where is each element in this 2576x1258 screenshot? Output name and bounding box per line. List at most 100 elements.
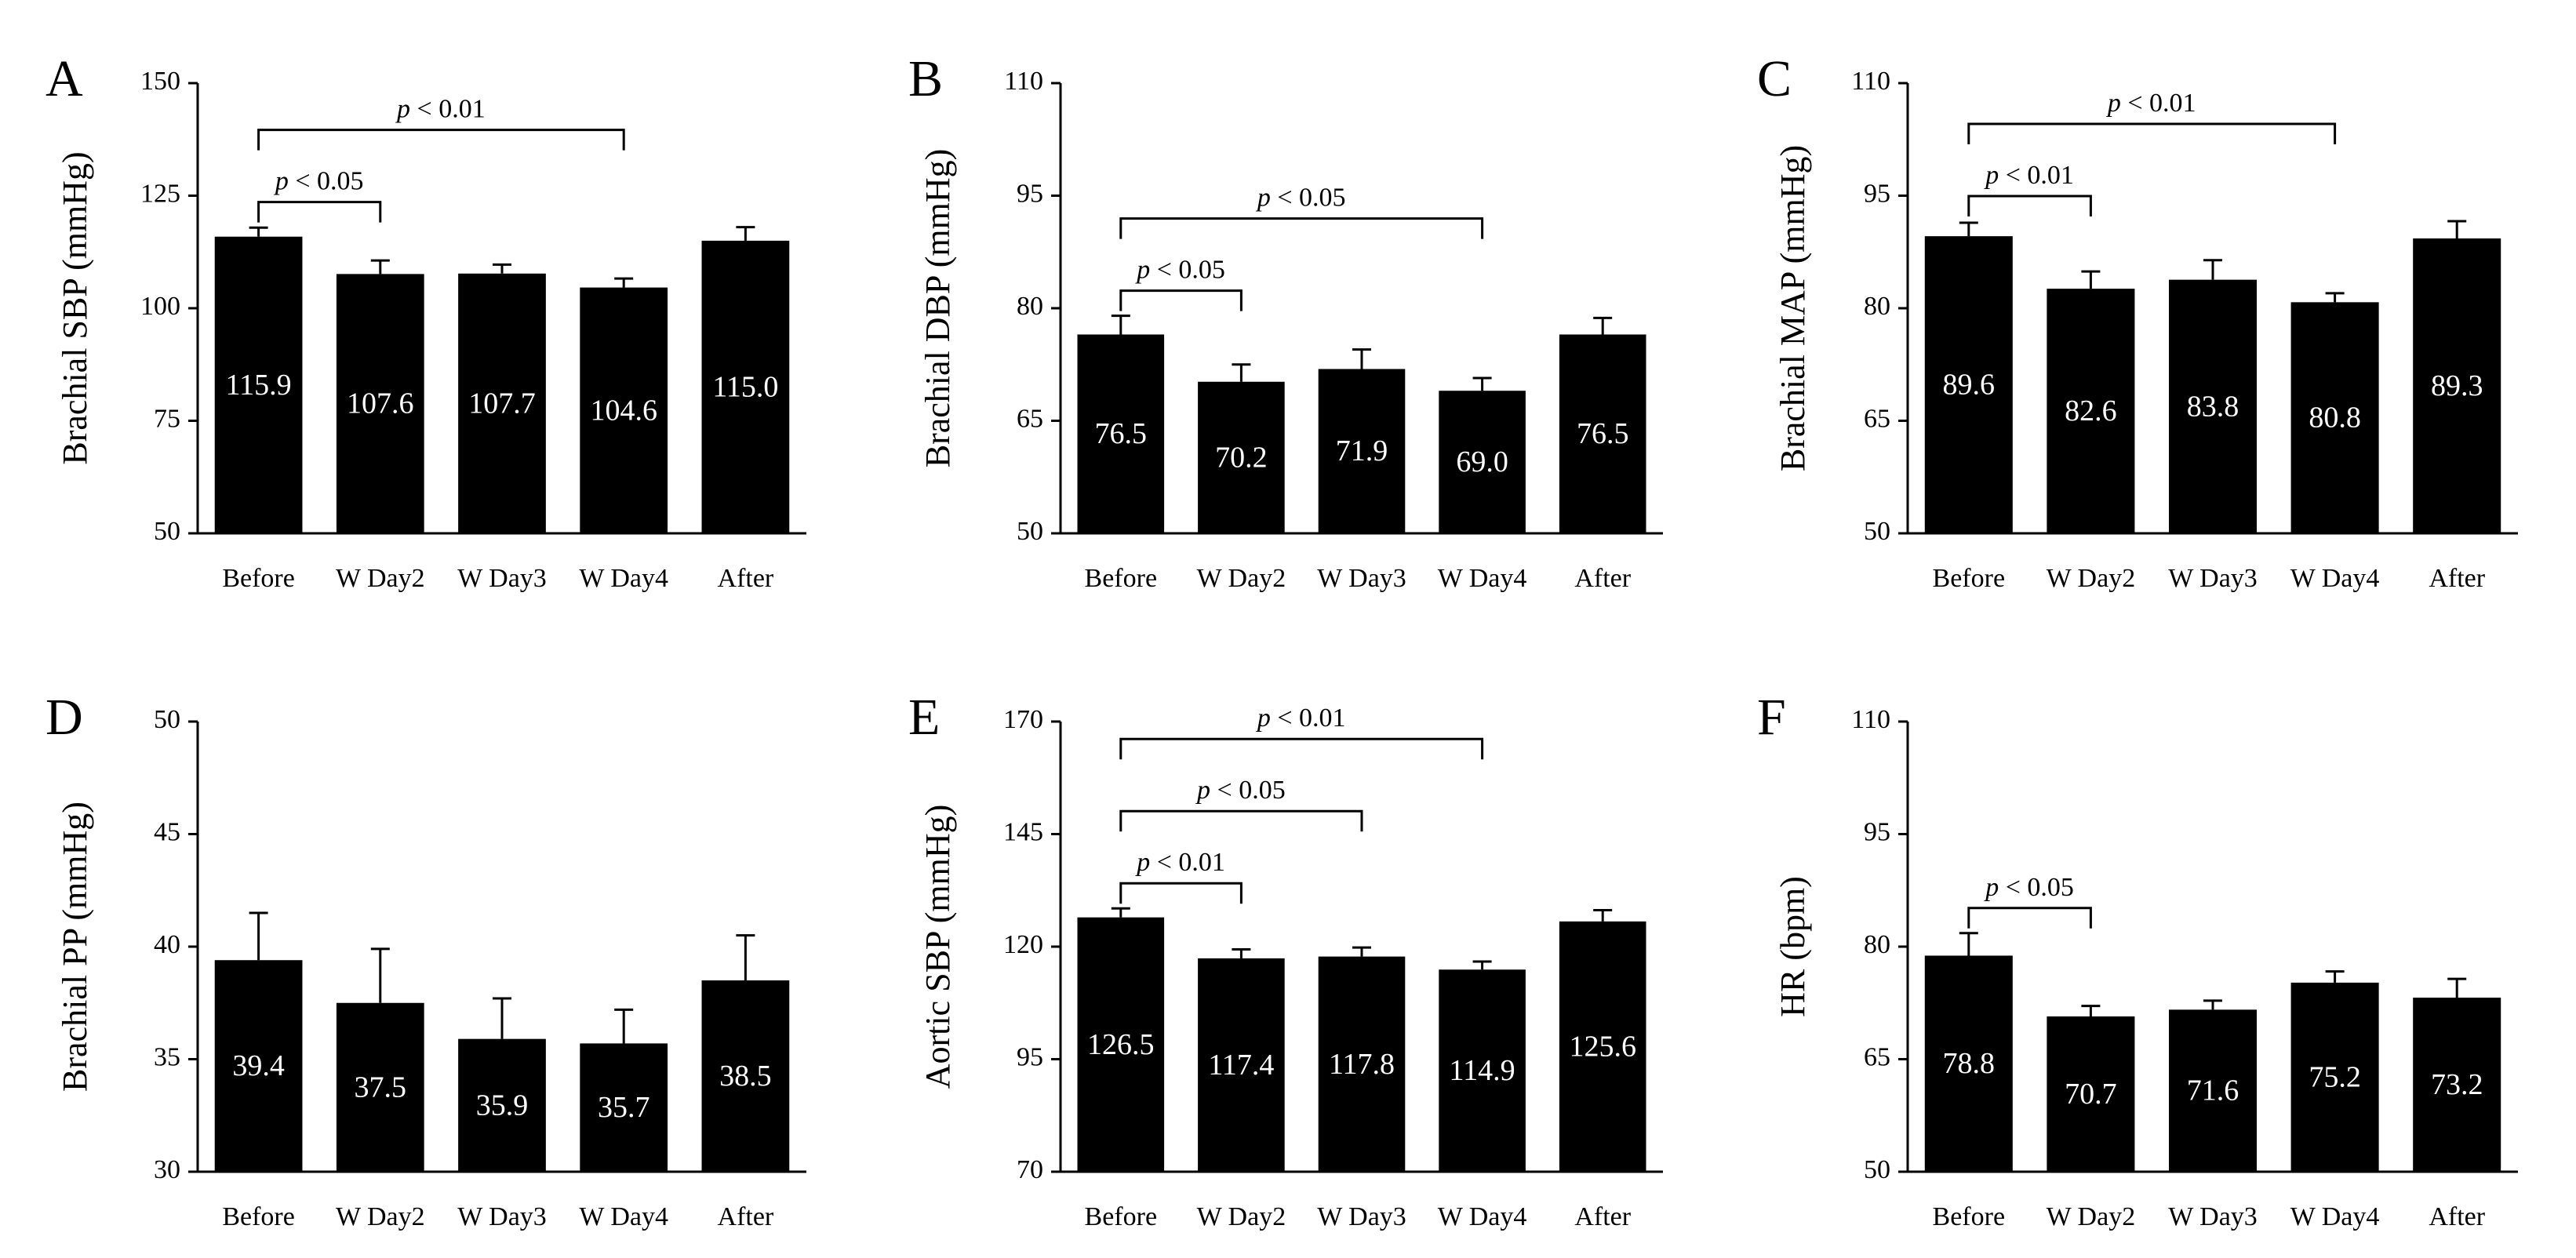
significance-bracket bbox=[257, 129, 625, 151]
bar bbox=[214, 960, 303, 1172]
significance-label: p < 0.05 bbox=[274, 167, 364, 196]
bar bbox=[1318, 956, 1406, 1172]
bar bbox=[458, 1038, 546, 1172]
y-axis-label: Aortic SBP (mmHg) bbox=[919, 805, 957, 1089]
data-label: 73.2 bbox=[2431, 1068, 2483, 1101]
significance-label: p < 0.05 bbox=[1195, 776, 1286, 805]
significance-bracket bbox=[1967, 122, 2337, 145]
bar bbox=[214, 236, 303, 533]
panel-letter: F bbox=[1757, 689, 1786, 746]
data-label: 38.5 bbox=[719, 1060, 772, 1093]
chart-panel-f: F HR (bpm) 50 65 80 95 110 78.8 Before 70.7 W Day2… bbox=[1757, 689, 2518, 1231]
y-tick-label: 65 bbox=[1017, 404, 1043, 433]
y-tick-label: 80 bbox=[1017, 292, 1043, 321]
x-tick-label: W Day2 bbox=[2047, 564, 2136, 593]
significance-bracket bbox=[1119, 217, 1484, 239]
panel-letter: B bbox=[908, 50, 943, 107]
chart-panel-d: D Brachial PP (mmHg) 30 35 40 45 50 39.4 Before 3… bbox=[45, 689, 806, 1231]
x-tick-label: W Day4 bbox=[1438, 1202, 1527, 1231]
y-tick-label: 80 bbox=[1864, 292, 1890, 321]
y-tick-label: 95 bbox=[1864, 179, 1890, 208]
data-label: 76.5 bbox=[1577, 417, 1629, 450]
data-label: 75.2 bbox=[2309, 1060, 2361, 1093]
y-tick-label: 95 bbox=[1017, 1042, 1043, 1071]
significance-bracket bbox=[1119, 809, 1363, 832]
x-tick-label: W Day2 bbox=[1197, 1202, 1286, 1231]
data-label: 70.2 bbox=[1215, 441, 1268, 474]
data-label: 82.6 bbox=[2065, 394, 2117, 427]
y-tick-label: 45 bbox=[154, 817, 180, 846]
panel-letter: A bbox=[45, 50, 83, 107]
y-tick-label: 65 bbox=[1864, 404, 1890, 433]
data-label: 80.8 bbox=[2309, 402, 2361, 434]
chart-panel-b: B Brachial DBP (mmHg) 50 65 80 95 110 76.5 Befor… bbox=[908, 50, 1663, 593]
bar bbox=[2290, 302, 2379, 533]
data-label: 76.5 bbox=[1095, 417, 1148, 450]
panel-letter: E bbox=[908, 689, 940, 746]
significance-label: p < 0.01 bbox=[1135, 848, 1225, 877]
y-tick-label: 110 bbox=[1851, 705, 1890, 734]
data-label: 89.3 bbox=[2431, 369, 2483, 402]
x-tick-label: W Day4 bbox=[579, 564, 668, 593]
chart-panel-c: C Brachial MAP (mmHg) 50 65 80 95 110 89.6 Befor… bbox=[1757, 50, 2518, 593]
x-tick-label: Before bbox=[1933, 564, 2006, 593]
x-tick-label: W Day2 bbox=[2047, 1202, 2136, 1231]
bar bbox=[1924, 236, 2013, 533]
x-tick-label: W Day2 bbox=[1197, 564, 1286, 593]
data-label: 117.8 bbox=[1329, 1048, 1395, 1081]
bar bbox=[1318, 369, 1406, 533]
y-tick-label: 70 bbox=[1017, 1155, 1043, 1184]
x-tick-label: W Day4 bbox=[2290, 564, 2380, 593]
significance-label: p < 0.01 bbox=[1256, 704, 1346, 733]
data-label: 39.4 bbox=[232, 1049, 285, 1082]
y-axis-label: Brachial DBP (mmHg) bbox=[919, 149, 957, 468]
x-tick-label: W Day4 bbox=[1438, 564, 1527, 593]
significance-bracket bbox=[1119, 882, 1243, 904]
bar bbox=[1439, 391, 1526, 533]
x-tick-label: W Day2 bbox=[336, 564, 425, 593]
significance-label: p < 0.05 bbox=[1256, 184, 1346, 213]
y-tick-label: 80 bbox=[1864, 930, 1890, 959]
y-tick-label: 110 bbox=[1004, 67, 1043, 96]
x-tick-label: Before bbox=[1933, 1202, 2006, 1231]
x-tick-label: After bbox=[718, 1202, 774, 1231]
bar bbox=[1439, 969, 1526, 1172]
x-tick-label: W Day4 bbox=[579, 1202, 668, 1231]
data-label: 114.9 bbox=[1450, 1054, 1515, 1087]
bar bbox=[2413, 998, 2501, 1172]
y-tick-label: 95 bbox=[1017, 179, 1043, 208]
bar bbox=[1077, 334, 1165, 533]
significance-bracket bbox=[257, 201, 382, 223]
y-tick-label: 100 bbox=[140, 292, 180, 321]
chart-panel-a: A Brachial SBP (mmHg) 50 75 100 125 150 115.9 Be… bbox=[45, 50, 806, 593]
x-tick-label: Before bbox=[222, 564, 295, 593]
bar bbox=[2168, 279, 2258, 533]
x-tick-label: Before bbox=[222, 1202, 295, 1231]
x-tick-label: After bbox=[2429, 1202, 2485, 1231]
data-label: 104.6 bbox=[590, 394, 657, 427]
data-label: 35.9 bbox=[476, 1089, 529, 1122]
data-label: 125.6 bbox=[1569, 1030, 1636, 1063]
y-tick-label: 50 bbox=[1017, 517, 1043, 546]
bar bbox=[580, 287, 668, 533]
panel-letter: D bbox=[45, 689, 83, 746]
significance-bracket bbox=[1967, 907, 2092, 929]
data-label: 69.0 bbox=[1456, 445, 1508, 478]
x-tick-label: W Day3 bbox=[2168, 564, 2258, 593]
y-tick-label: 145 bbox=[1003, 817, 1043, 846]
bar bbox=[2290, 982, 2379, 1172]
significance-bracket bbox=[1119, 289, 1243, 311]
x-tick-label: After bbox=[718, 564, 774, 593]
bar bbox=[2413, 238, 2501, 533]
y-tick-label: 35 bbox=[154, 1042, 180, 1071]
bar bbox=[1077, 917, 1165, 1172]
y-tick-label: 50 bbox=[1864, 1155, 1890, 1184]
data-label: 107.7 bbox=[468, 387, 536, 420]
y-tick-label: 75 bbox=[154, 404, 180, 433]
x-tick-label: After bbox=[2429, 564, 2485, 593]
x-tick-label: Before bbox=[1085, 564, 1158, 593]
bar bbox=[2047, 289, 2135, 533]
y-axis-label: Brachial PP (mmHg) bbox=[56, 802, 94, 1092]
y-tick-label: 40 bbox=[154, 930, 180, 959]
